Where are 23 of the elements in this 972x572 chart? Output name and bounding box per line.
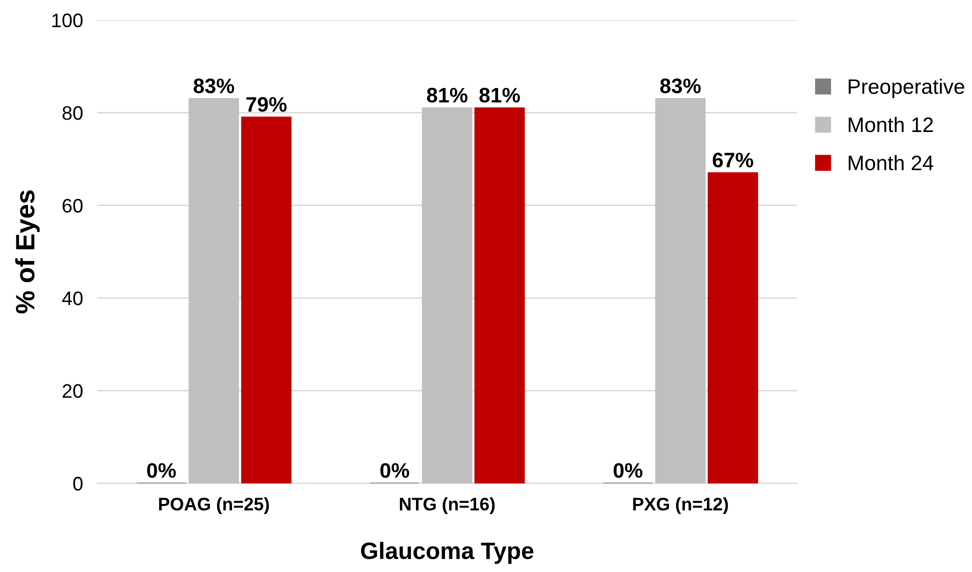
legend-label: Month 12 [848,116,933,132]
y-tick-label: 100 [52,13,83,28]
legend-label: Preoperative [848,78,964,98]
data-label: 83% [194,78,234,94]
x-tick-label: POAG (n=25) [159,497,269,514]
data-label: 83% [660,78,701,94]
y-tick-label: 0 [73,476,83,491]
y-tick-label: 40 [62,291,83,306]
y-tick-label: 20 [62,384,83,398]
x-tick-label: PXG (n=12) [633,497,728,514]
x-tick-label: NTG (n=16) [400,497,495,514]
data-label: 0% [380,463,410,478]
data-label: 79% [246,97,287,112]
data-label: 81% [426,88,468,103]
data-label: 0% [147,463,176,478]
data-label: 67% [712,152,754,168]
x-axis-title: Glaucoma Type [361,542,534,564]
y-tick-label: 80 [62,106,83,120]
y-tick-label: 60 [62,198,83,213]
legend-label: Month 24 [848,155,934,170]
data-label: 81% [479,88,520,103]
y-axis-title: % of Eyes [15,190,40,314]
data-label: 0% [614,463,642,478]
